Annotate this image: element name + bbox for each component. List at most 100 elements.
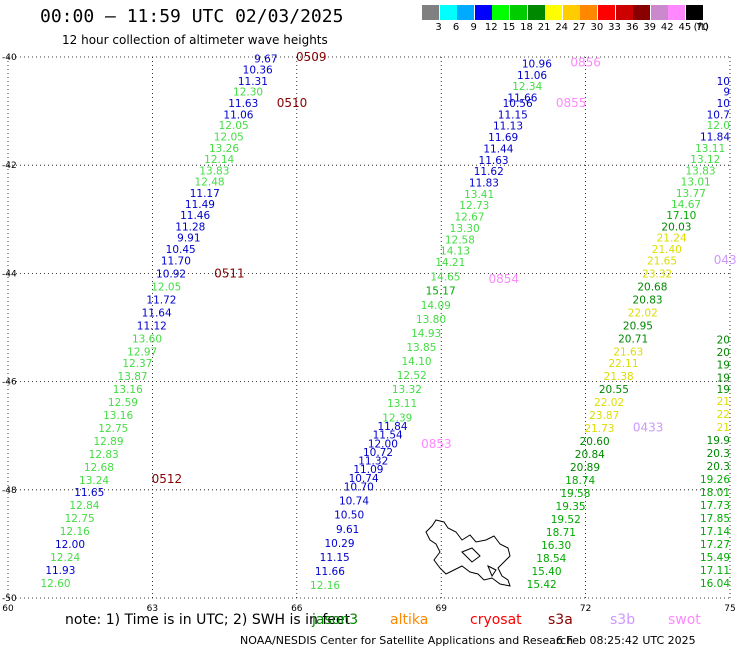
wave-height-label: 10 bbox=[717, 98, 730, 110]
lon-tick-label: 72 bbox=[580, 604, 591, 614]
lon-tick-label: 66 bbox=[291, 604, 303, 614]
lat-tick-label: -44 bbox=[2, 269, 17, 279]
legend-swatch bbox=[668, 5, 686, 20]
legend-swatch bbox=[598, 5, 615, 20]
legend-tick-label: 12 bbox=[484, 22, 498, 33]
lat-tick-label: -46 bbox=[2, 378, 17, 388]
wave-height-label: 11.06 bbox=[517, 70, 547, 82]
lat-tick-label: -50 bbox=[2, 594, 17, 604]
pass-time-label: 043 bbox=[714, 253, 737, 267]
wave-height-label: 20.84 bbox=[575, 449, 605, 461]
wave-height-label: 16.04 bbox=[700, 578, 730, 590]
wave-height-label: 11.66 bbox=[315, 566, 345, 578]
legend-tick-label: 6 bbox=[452, 22, 460, 33]
wave-height-label: 12.67 bbox=[454, 212, 484, 224]
legend-tick-label: 9 bbox=[470, 22, 477, 33]
wave-height-label: 19 bbox=[717, 359, 730, 371]
wave-height-label: 11.65 bbox=[74, 487, 104, 499]
satellite-label-altika: altika bbox=[390, 612, 429, 628]
wave-height-label: 17.14 bbox=[700, 526, 730, 538]
satellite-label-jason3: jason3 bbox=[312, 612, 359, 628]
wave-height-label: 11.06 bbox=[223, 109, 253, 121]
wave-height-label: 13.12 bbox=[690, 154, 720, 166]
wave-height-label: 12.00 bbox=[368, 438, 398, 450]
wave-height-label: 23.32 bbox=[642, 268, 672, 280]
legend-tick-label: 27 bbox=[572, 22, 586, 33]
wave-height-label: 20 bbox=[717, 334, 730, 346]
lat-tick-label: -40 bbox=[2, 53, 17, 63]
wave-height-label: 21.73 bbox=[584, 423, 614, 435]
wave-height-label: 15.17 bbox=[426, 286, 456, 298]
lat-tick-label: -42 bbox=[2, 161, 17, 171]
wave-height-label: 19 bbox=[717, 372, 730, 384]
wave-height-label: 18.71 bbox=[546, 527, 576, 539]
wave-height-label: 11.28 bbox=[175, 221, 205, 233]
wave-height-label: 22.11 bbox=[608, 358, 638, 370]
wave-height-label: 23.87 bbox=[589, 410, 619, 422]
wave-height-label: 13.83 bbox=[685, 166, 715, 178]
wave-height-label: 17.73 bbox=[700, 500, 730, 512]
pass-time-label: 0853 bbox=[421, 437, 452, 451]
wave-height-label: 11.63 bbox=[228, 98, 258, 110]
wave-height-label: 11.62 bbox=[474, 166, 504, 178]
wave-height-label: 19.58 bbox=[560, 488, 590, 500]
wave-height-label: 18.54 bbox=[536, 553, 566, 565]
wave-height-label: 13.77 bbox=[676, 188, 706, 200]
legend-swatch bbox=[510, 5, 527, 20]
wave-height-label: 12.59 bbox=[108, 397, 138, 409]
wave-height-label: 21.40 bbox=[652, 244, 682, 256]
track-east: 1091010.712.011.8413.1113.1213.8313.0113… bbox=[527, 76, 737, 591]
wave-height-label: 16.30 bbox=[541, 540, 571, 552]
wave-height-label: 20.55 bbox=[599, 384, 629, 396]
wave-height-label: 21 bbox=[717, 396, 730, 408]
wave-height-label: 12.0 bbox=[707, 120, 730, 132]
wave-height-label: 9.91 bbox=[177, 233, 200, 245]
wave-height-label: 9.67 bbox=[254, 54, 277, 66]
wave-height-label: 11.84 bbox=[377, 421, 407, 433]
lon-tick-label: 63 bbox=[147, 604, 158, 614]
wave-height-label: 17.85 bbox=[700, 513, 730, 525]
wave-height-label: 10.56 bbox=[503, 98, 533, 110]
legend-tick-label: 36 bbox=[625, 22, 639, 33]
satellite-label-s3b: s3b bbox=[610, 612, 636, 628]
wave-height-label: 22 bbox=[717, 409, 730, 421]
wave-height-label: 13.11 bbox=[387, 398, 417, 410]
wave-height-label: 20.83 bbox=[633, 294, 663, 306]
lon-tick-label: 60 bbox=[2, 604, 14, 614]
legend-tick-label: 42 bbox=[660, 22, 674, 33]
wave-height-label: 12.73 bbox=[459, 200, 489, 212]
legend-swatch bbox=[562, 5, 580, 20]
wave-height-label: 11.84 bbox=[700, 132, 730, 144]
wave-height-label: 22.02 bbox=[594, 397, 624, 409]
wave-height-label: 20.03 bbox=[661, 221, 691, 233]
wave-height-label: 10.7 bbox=[707, 109, 730, 121]
wave-height-label: 10.70 bbox=[344, 482, 374, 494]
wave-height-label: 20.3 bbox=[707, 448, 730, 460]
lat-lon-grid bbox=[7, 56, 731, 599]
wave-height-label: 10.45 bbox=[166, 244, 196, 256]
wave-height-label: 11.70 bbox=[161, 255, 191, 267]
legend-swatch bbox=[686, 5, 703, 20]
wave-height-label: 19 bbox=[717, 384, 730, 396]
wave-height-label: 22.02 bbox=[628, 307, 658, 319]
wave-height-label: 12.83 bbox=[89, 449, 119, 461]
wave-height-label: 20 bbox=[717, 347, 730, 359]
wave-height-label: 19.26 bbox=[700, 474, 730, 486]
wave-height-label: 12.16 bbox=[310, 580, 340, 592]
wave-height-label: 21.65 bbox=[647, 255, 677, 267]
wave-height-label: 11.09 bbox=[353, 464, 383, 476]
wave-height-label: 10 bbox=[717, 76, 730, 88]
legend-tick-label: 45 bbox=[678, 22, 692, 33]
altimeter-tracks: 9.6710.3611.3112.3011.6311.0612.0512.051… bbox=[41, 50, 737, 592]
wave-height-label: 9.61 bbox=[336, 524, 359, 536]
wave-height-label: 12.97 bbox=[127, 346, 157, 358]
wave-height-label: 14.65 bbox=[430, 272, 460, 284]
footnote: note: 1) Time is in UTC; 2) SWH is in fe… bbox=[65, 612, 351, 628]
wave-height-label: 20.68 bbox=[637, 281, 667, 293]
wave-height-label: 14.67 bbox=[671, 199, 701, 211]
wave-height-label: 12.60 bbox=[41, 578, 71, 590]
wave-height-label: 10.74 bbox=[339, 496, 369, 508]
wave-height-label: 12.16 bbox=[60, 526, 90, 538]
